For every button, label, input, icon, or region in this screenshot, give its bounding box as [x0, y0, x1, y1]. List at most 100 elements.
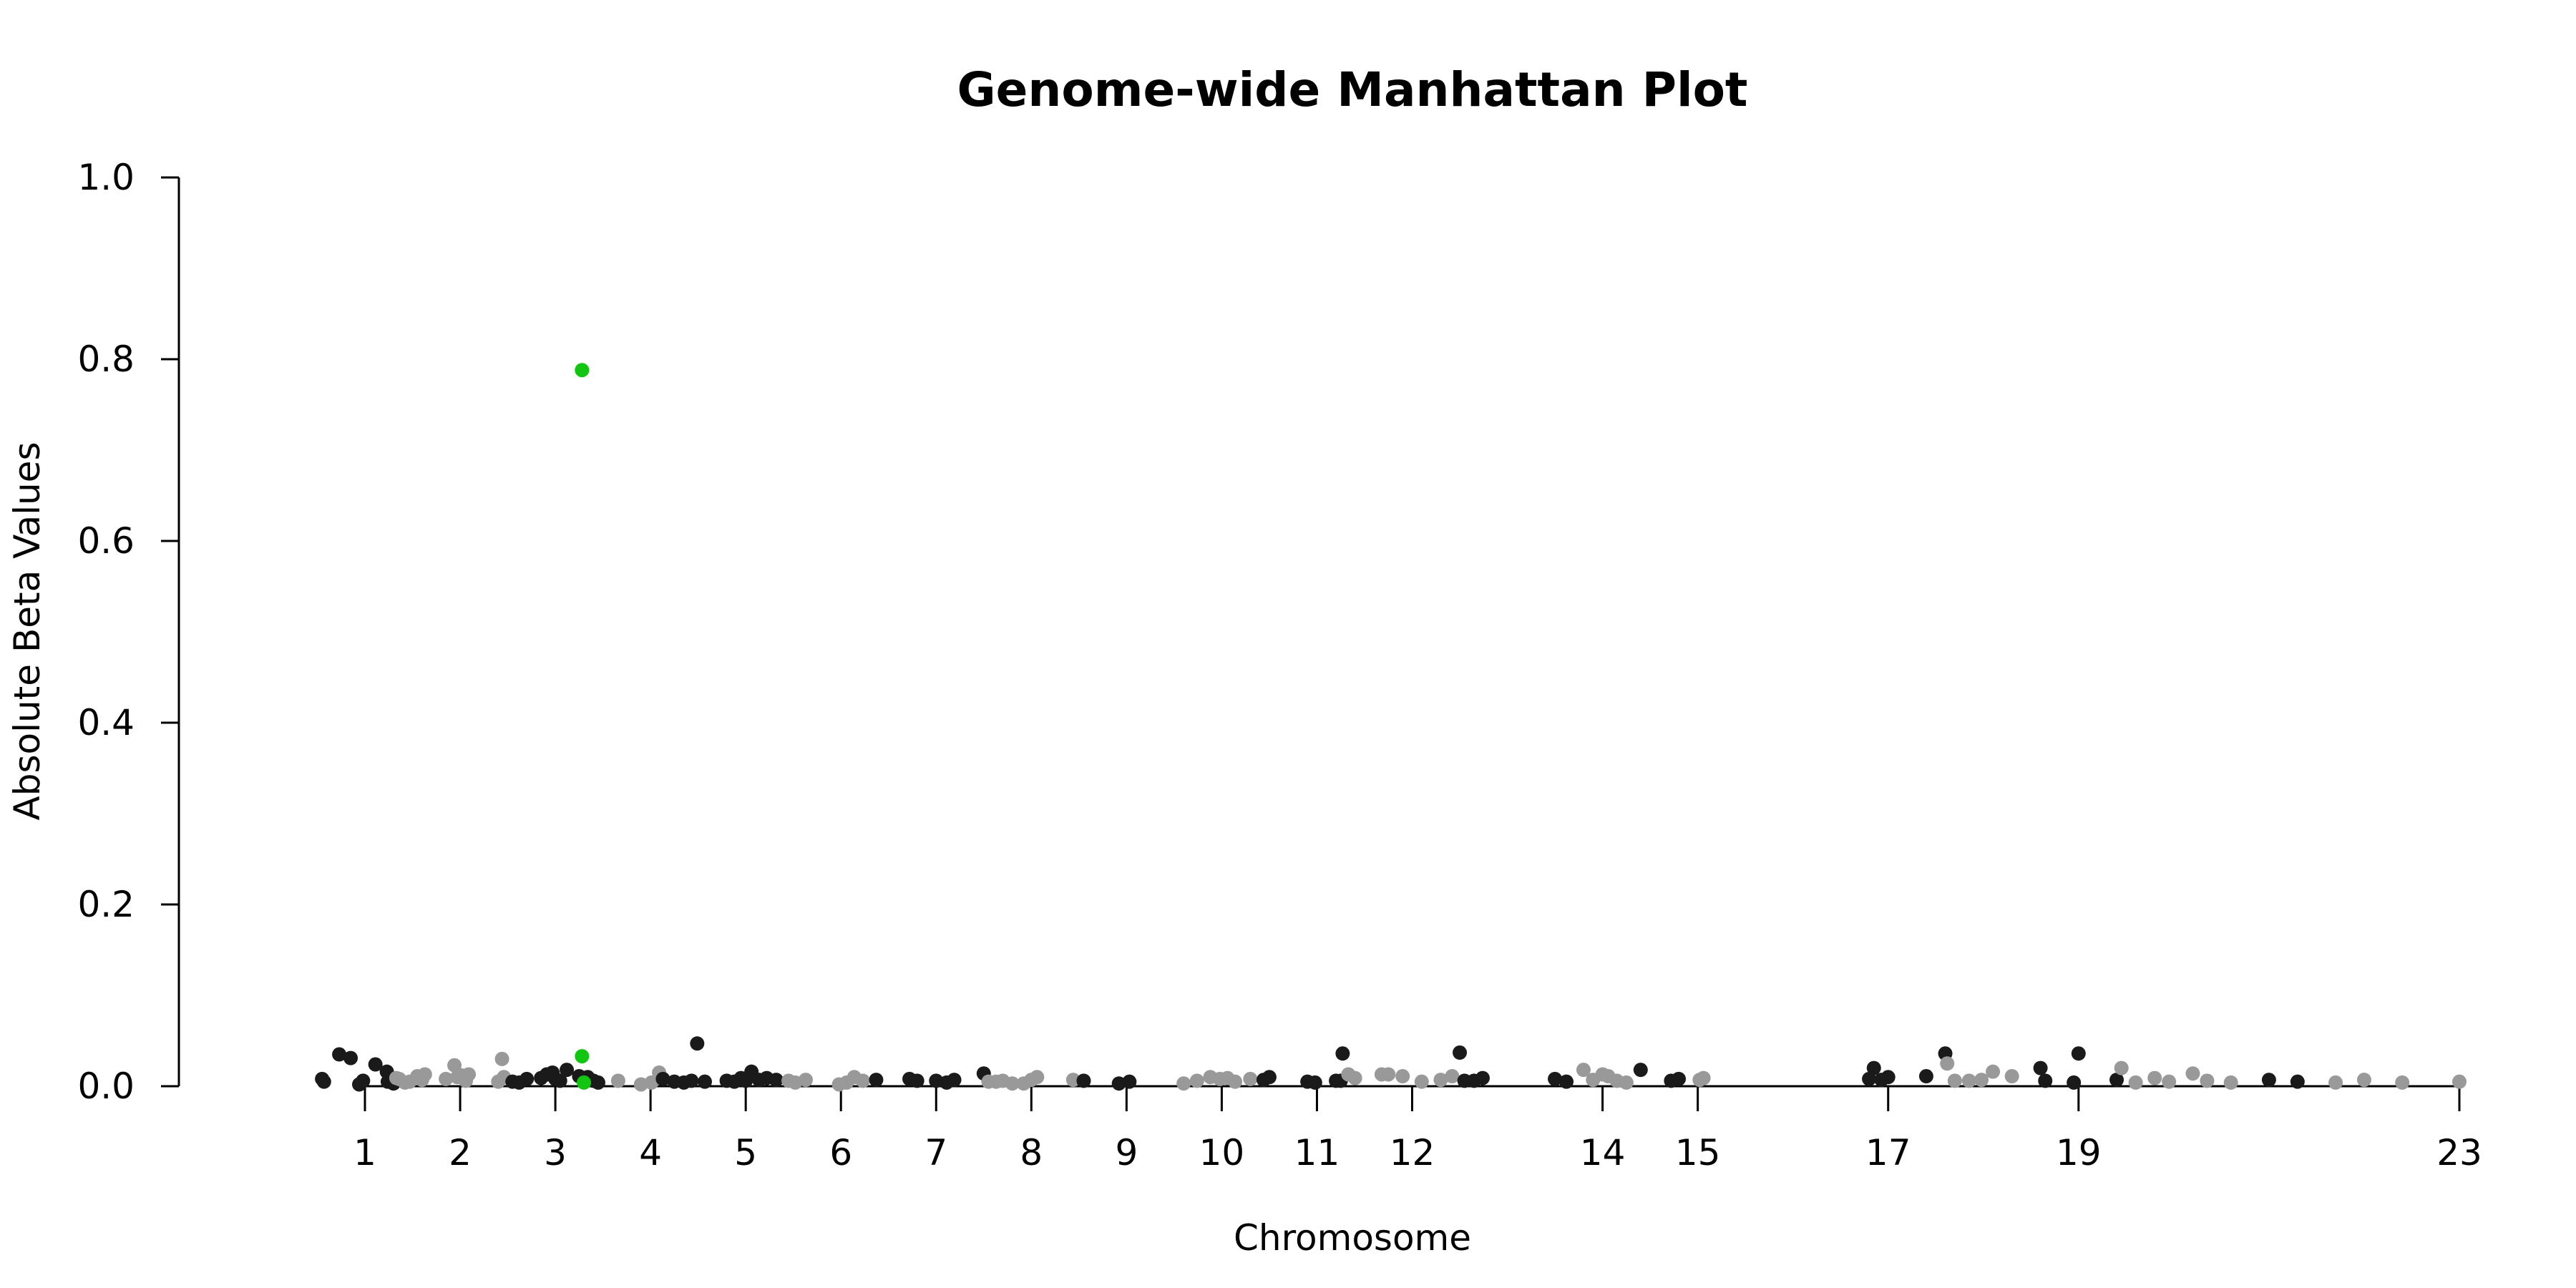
data-point: [462, 1067, 477, 1082]
data-point: [417, 1067, 432, 1082]
data-point: [1335, 1046, 1350, 1061]
x-tick-label: 9: [1115, 1132, 1138, 1174]
data-point: [1189, 1073, 1204, 1088]
data-point: [1307, 1075, 1322, 1090]
data-point: [1633, 1063, 1648, 1078]
data-point: [368, 1057, 383, 1072]
data-point: [2261, 1073, 2276, 1088]
data-point: [1243, 1071, 1258, 1086]
y-tick-label: 0.0: [77, 1065, 135, 1107]
data-point: [2185, 1066, 2200, 1081]
x-tick-label: 1: [353, 1132, 376, 1174]
y-tick-label: 0.2: [77, 884, 135, 925]
data-point: [2004, 1069, 2019, 1084]
data-point: [1453, 1045, 1468, 1060]
data-point: [1619, 1075, 1634, 1090]
data-point: [697, 1074, 712, 1089]
data-point: [356, 1073, 371, 1088]
data-point: [1065, 1073, 1080, 1088]
data-point: [2109, 1073, 2124, 1088]
data-point: [2033, 1060, 2048, 1075]
data-point: [560, 1063, 575, 1078]
x-tick-label: 6: [829, 1132, 852, 1174]
data-point: [2162, 1074, 2177, 1089]
y-tick-label: 0.6: [77, 520, 135, 562]
x-tick-label: 19: [2056, 1132, 2102, 1174]
data-point: [1030, 1070, 1045, 1085]
data-point: [1918, 1069, 1933, 1084]
data-point: [2223, 1075, 2238, 1090]
x-tick-label: 8: [1020, 1132, 1043, 1174]
data-point: [1986, 1064, 2001, 1079]
x-tick-label: 12: [1390, 1132, 1435, 1174]
x-axis: 1 2 3 4 5 6 7 8 9 10 11 12 14 15 17 19 23: [353, 1085, 2482, 1174]
data-point: [575, 363, 590, 378]
y-tick-label: 1.0: [77, 157, 135, 198]
data-point: [1475, 1070, 1490, 1085]
data-point: [2147, 1070, 2162, 1085]
data-point: [1262, 1070, 1277, 1085]
data-point: [1866, 1060, 1881, 1075]
x-tick-label: 2: [449, 1132, 472, 1174]
data-point: [2038, 1073, 2053, 1088]
y-axis: 0.0 0.2 0.4 0.6 0.8 1.0: [77, 157, 180, 1107]
data-point: [1381, 1067, 1396, 1082]
data-point: [2395, 1075, 2410, 1090]
data-point: [2452, 1074, 2467, 1089]
data-point: [332, 1047, 347, 1062]
data-point: [1433, 1073, 1448, 1088]
data-point: [2356, 1073, 2371, 1088]
data-point: [316, 1074, 331, 1089]
data-point: [2114, 1060, 2129, 1075]
data-point: [869, 1073, 884, 1088]
data-point: [1672, 1071, 1687, 1086]
x-tick-label: 17: [1865, 1132, 1911, 1174]
data-point: [2328, 1075, 2343, 1090]
data-point: [610, 1073, 625, 1088]
data-point: [644, 1075, 659, 1090]
x-tick-label: 3: [544, 1132, 567, 1174]
data-point: [1947, 1073, 1962, 1088]
data-point: [799, 1073, 814, 1088]
data-point: [1122, 1074, 1137, 1089]
y-axis-label: Absolute Beta Values: [6, 442, 48, 821]
data-points: [315, 363, 2467, 1092]
data-point: [590, 1075, 605, 1090]
x-tick-label: 15: [1675, 1132, 1721, 1174]
data-point: [2200, 1073, 2215, 1088]
data-point: [684, 1073, 699, 1088]
data-point: [439, 1071, 454, 1086]
data-point: [1974, 1073, 1989, 1088]
data-point: [1176, 1076, 1191, 1091]
x-tick-label: 5: [734, 1132, 757, 1174]
y-tick-label: 0.4: [77, 702, 135, 743]
data-point: [1228, 1074, 1243, 1089]
y-tick-label: 0.8: [77, 338, 135, 380]
data-point: [575, 1049, 590, 1064]
x-tick-label: 11: [1294, 1132, 1340, 1174]
data-point: [2067, 1075, 2082, 1090]
data-point: [491, 1074, 506, 1089]
data-point: [2290, 1074, 2305, 1089]
data-point: [552, 1073, 567, 1088]
data-point: [343, 1050, 358, 1065]
data-point: [1548, 1071, 1563, 1086]
data-point: [1076, 1073, 1091, 1088]
data-point: [1696, 1070, 1711, 1085]
data-point: [909, 1073, 924, 1088]
data-point: [1395, 1069, 1410, 1084]
x-tick-label: 14: [1580, 1132, 1626, 1174]
data-point: [2071, 1046, 2086, 1061]
data-point: [1414, 1074, 1429, 1089]
data-point: [1445, 1069, 1460, 1084]
x-tick-label: 23: [2436, 1132, 2482, 1174]
data-point: [855, 1073, 870, 1088]
x-tick-label: 7: [924, 1132, 947, 1174]
data-point: [1940, 1056, 1955, 1071]
data-point: [494, 1051, 509, 1066]
data-point: [1559, 1074, 1574, 1089]
data-point: [1347, 1070, 1362, 1085]
x-tick-label: 10: [1199, 1132, 1245, 1174]
data-point: [1576, 1063, 1591, 1078]
